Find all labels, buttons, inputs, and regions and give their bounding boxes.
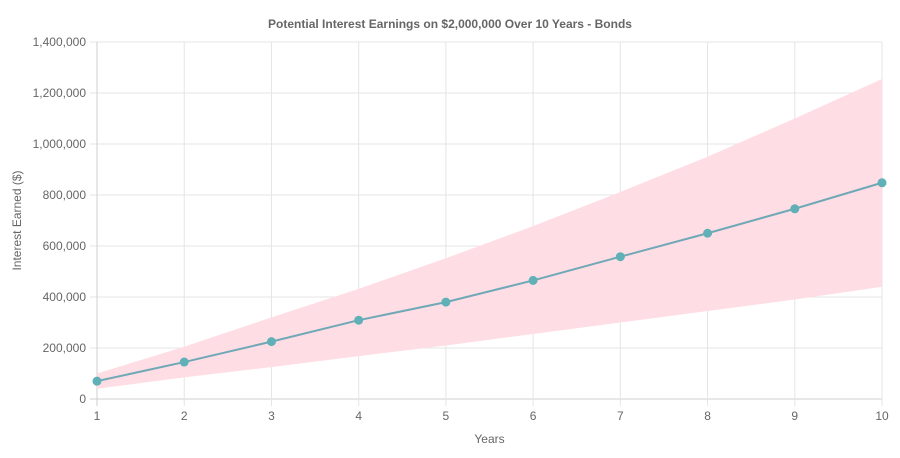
data-point[interactable] — [441, 297, 451, 307]
y-tick-label: 0 — [79, 392, 86, 406]
x-tick-label: 7 — [617, 409, 624, 423]
x-axis-label: Years — [474, 432, 504, 446]
data-point[interactable] — [266, 337, 276, 347]
x-tick-label: 10 — [875, 409, 889, 423]
y-tick-label: 1,000,000 — [33, 137, 87, 151]
x-tick-label: 9 — [791, 409, 798, 423]
data-point[interactable] — [354, 315, 364, 325]
y-tick-label: 600,000 — [43, 239, 87, 253]
y-tick-label: 1,400,000 — [33, 35, 87, 49]
y-tick-label: 1,200,000 — [33, 86, 87, 100]
x-tick-label: 2 — [181, 409, 188, 423]
y-axis-label: Interest Earned ($) — [10, 170, 24, 270]
data-point[interactable] — [92, 376, 102, 386]
y-tick-label: 200,000 — [43, 341, 87, 355]
ticks-layer: 0 200,000 400,000 600,000 800,000 1,000,000 1,… — [33, 35, 889, 423]
range-band — [97, 78, 882, 389]
series-line — [96, 181, 883, 383]
x-tick-label: 6 — [530, 409, 537, 423]
x-tick-label: 4 — [355, 409, 362, 423]
x-tick-label: 1 — [94, 409, 101, 423]
data-point[interactable] — [179, 357, 189, 367]
points-layer — [92, 178, 887, 386]
chart-title: Potential Interest Earnings on $2,000,00… — [268, 17, 632, 31]
x-tick-label: 5 — [443, 409, 450, 423]
x-tick-label: 8 — [704, 409, 711, 423]
data-point[interactable] — [790, 204, 800, 214]
data-point[interactable] — [877, 178, 887, 188]
data-point[interactable] — [615, 252, 625, 262]
y-tick-label: 800,000 — [43, 188, 87, 202]
x-tick-label: 3 — [268, 409, 275, 423]
data-point[interactable] — [703, 228, 713, 238]
y-tick-label: 400,000 — [43, 290, 87, 304]
data-point[interactable] — [528, 275, 538, 285]
